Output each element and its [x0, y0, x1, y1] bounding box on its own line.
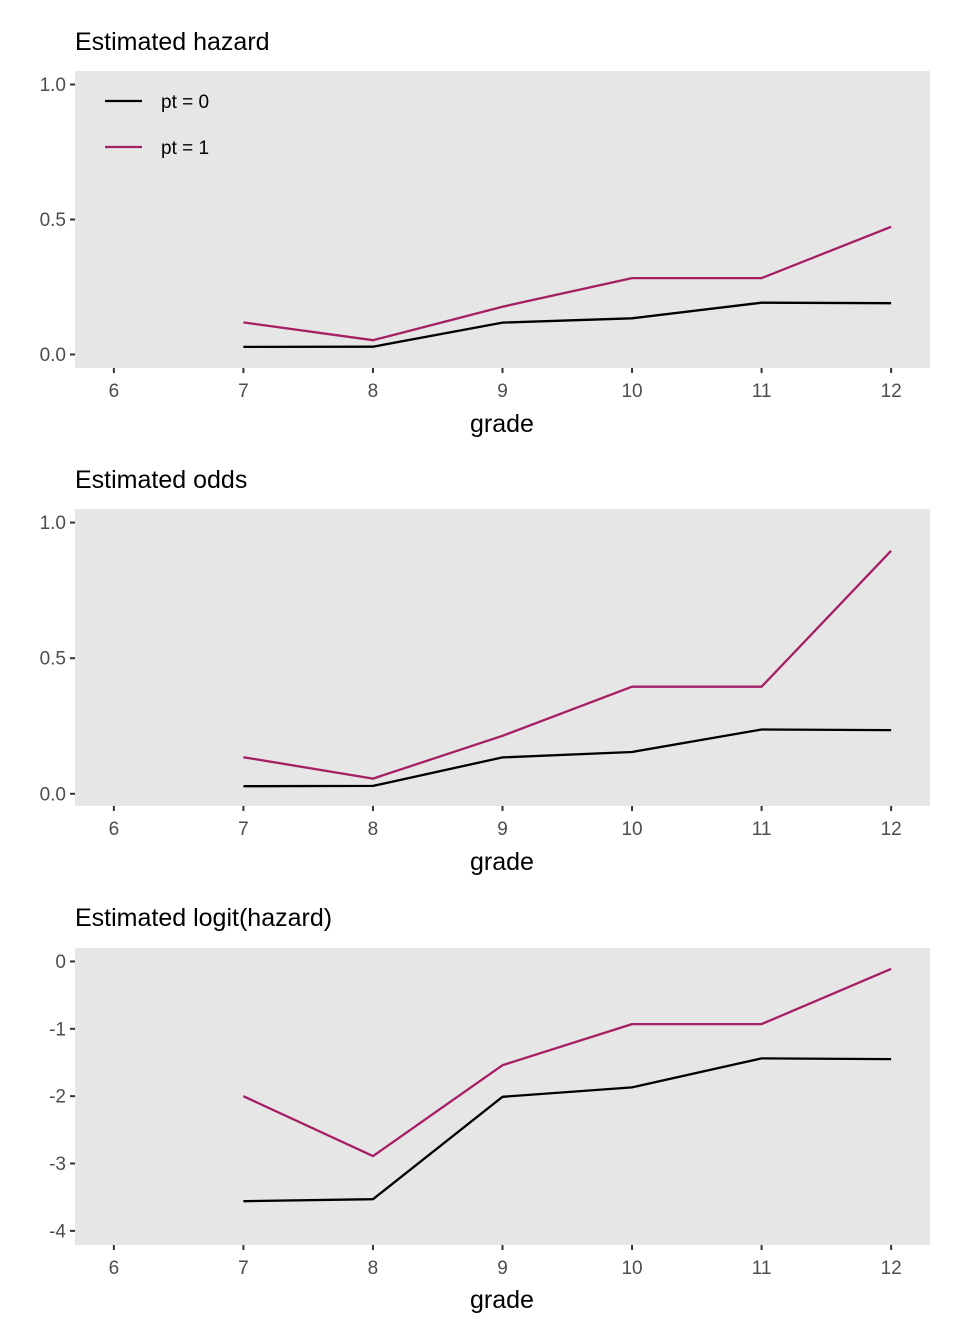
series-line-pt-1: [243, 225, 892, 342]
x-tick-label: 10: [621, 381, 642, 402]
legend-label: pt = 0: [161, 92, 209, 113]
x-tick-label: 8: [368, 1258, 379, 1279]
x-tick-label: 11: [752, 1258, 772, 1279]
series-line-pt-1: [242, 967, 892, 1158]
legend: pt = 0 pt = 1: [105, 92, 209, 159]
hazard-chart: Estimated hazard grade 0.0 0.5 1.0 6 7 8 9 10 11…: [40, 28, 930, 438]
x-tick-label: 8: [368, 819, 379, 840]
x-tick-label: 10: [621, 1258, 642, 1279]
series-line-pt-1: [243, 550, 892, 780]
x-tick-label: 12: [881, 1258, 902, 1279]
y-tick-label: 0.5: [40, 210, 66, 231]
x-tick-label: 6: [109, 1258, 120, 1279]
x-axis-label: grade: [470, 410, 534, 438]
chart-title: Estimated hazard: [75, 28, 270, 56]
x-tick-label: 12: [881, 381, 902, 402]
logit-hazard-chart: Estimated logit(hazard) grade -4 -3 -2 -1 0 6…: [49, 904, 930, 1314]
y-tick-label: 0: [55, 952, 66, 973]
legend-label: pt = 1: [161, 138, 209, 159]
series-line-pt-0: [243, 1057, 892, 1203]
x-axis-label: grade: [470, 1286, 534, 1314]
y-tick-label: -4: [49, 1221, 66, 1242]
x-tick-label: 7: [238, 1258, 249, 1279]
series-line-pt-0: [243, 301, 892, 349]
series-line-pt-0: [243, 728, 892, 788]
y-tick-label: 1.0: [40, 75, 66, 96]
y-tick-label: 0.5: [40, 649, 66, 670]
x-axis-label: grade: [470, 848, 534, 876]
x-tick-label: 12: [881, 819, 902, 840]
y-tick-label: 1.0: [40, 513, 66, 534]
x-tick-label: 6: [109, 819, 120, 840]
x-tick-label: 9: [497, 1258, 508, 1279]
odds-chart: Estimated odds grade 0.0 0.5 1.0 6 7 8 9 10 11 12: [40, 466, 930, 876]
plot-background: [75, 509, 930, 806]
x-tick-label: 11: [752, 819, 772, 840]
x-tick-label: 9: [497, 819, 508, 840]
chart-title: Estimated odds: [75, 466, 247, 494]
y-tick-label: 0.0: [40, 784, 66, 805]
x-tick-label: 10: [621, 819, 642, 840]
x-tick-label: 8: [368, 381, 379, 402]
x-tick-label: 6: [109, 381, 120, 402]
x-tick-label: 7: [238, 819, 249, 840]
plot-background: [75, 71, 930, 368]
y-tick-label: -1: [49, 1019, 66, 1040]
x-tick-label: 7: [238, 381, 249, 402]
x-tick-label: 9: [497, 381, 508, 402]
y-tick-label: -3: [49, 1154, 66, 1175]
x-tick-label: 11: [752, 381, 772, 402]
y-tick-label: 0.0: [40, 345, 66, 366]
y-tick-label: -2: [49, 1087, 66, 1108]
chart-title: Estimated logit(hazard): [75, 904, 332, 932]
